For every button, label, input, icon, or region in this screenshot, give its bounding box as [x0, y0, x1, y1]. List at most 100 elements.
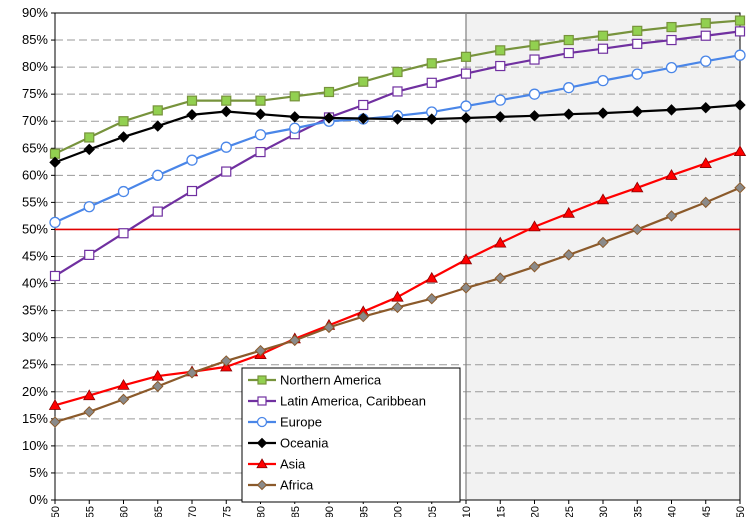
data-point-africa: [665, 210, 678, 222]
x-tick-label: 15: [495, 506, 507, 517]
data-point-africa: [83, 406, 95, 418]
data-point-europe: [83, 201, 95, 213]
data-point-latin-america-caribbean: [495, 60, 506, 72]
data-point-europe: [494, 94, 506, 106]
data-point-northern-america: [495, 45, 506, 56]
data-point-latin-america-caribbean: [529, 54, 540, 65]
data-point-latin-america-caribbean: [597, 43, 609, 54]
data-point-europe: [289, 122, 301, 134]
y-tick-label: 50%: [22, 221, 48, 236]
x-tick-label: 50: [50, 506, 62, 517]
data-point-africa: [494, 272, 506, 284]
data-point-asia: [562, 206, 575, 218]
data-point-oceania: [528, 110, 541, 122]
data-point-europe: [563, 82, 575, 94]
y-tick-label: 5%: [29, 465, 48, 480]
data-point-africa: [117, 393, 130, 406]
legend-label-africa: Africa: [280, 478, 314, 493]
series-latin-america-caribbean: [49, 26, 746, 282]
y-tick-label: 20%: [22, 384, 48, 399]
data-point-africa: [528, 261, 541, 273]
data-point-northern-america: [289, 91, 300, 102]
data-point-europe: [700, 55, 712, 67]
data-point-africa: [220, 355, 232, 367]
data-point-oceania: [83, 143, 95, 156]
data-point-europe: [186, 154, 198, 166]
x-tick-label: 10: [461, 506, 473, 517]
data-point-africa: [563, 249, 575, 261]
data-point-latin-america-caribbean: [221, 166, 232, 177]
x-tick-label: 85: [290, 506, 302, 517]
data-point-africa: [391, 301, 404, 314]
data-point-oceania: [700, 101, 712, 114]
y-tick-label: 10%: [22, 438, 48, 453]
data-point-asia: [391, 290, 404, 302]
data-point-asia: [459, 253, 473, 265]
data-point-africa: [323, 321, 335, 334]
data-point-latin-america-caribbean: [358, 99, 369, 111]
data-point-northern-america: [597, 30, 609, 41]
y-tick-label: 85%: [22, 32, 48, 47]
legend-label-oceania: Oceania: [280, 436, 329, 451]
data-point-latin-america-caribbean: [666, 34, 677, 46]
data-point-latin-america-caribbean: [632, 38, 643, 49]
legend-label-europe: Europe: [280, 415, 322, 430]
y-tick-label: 0%: [29, 492, 48, 507]
legend-marker-asia: [256, 458, 268, 469]
data-point-europe: [597, 74, 609, 87]
x-tick-label: 90: [324, 506, 336, 517]
x-tick-label: 55: [84, 506, 96, 517]
legend: Northern America Latin America, Caribbean…: [241, 367, 461, 503]
data-point-asia: [48, 398, 62, 410]
y-tick-label: 55%: [22, 194, 48, 209]
data-point-oceania: [665, 104, 678, 116]
data-point-asia: [528, 220, 541, 232]
data-point-northern-america: [392, 66, 403, 78]
x-tick-label: 45: [701, 506, 713, 517]
y-tick-label: 40%: [22, 276, 48, 291]
data-point-latin-america-caribbean: [152, 206, 163, 217]
y-tick-label: 25%: [22, 357, 48, 372]
data-point-africa: [426, 292, 438, 305]
data-point-europe: [152, 169, 164, 181]
data-point-oceania: [323, 112, 335, 124]
x-tick-label: 50: [735, 506, 747, 517]
series-europe: [49, 49, 746, 229]
data-point-northern-america: [426, 58, 437, 69]
data-point-europe: [734, 49, 746, 61]
data-point-northern-america: [152, 105, 163, 116]
data-point-africa: [49, 416, 61, 428]
x-tick-label: 80: [256, 506, 268, 517]
data-point-latin-america-caribbean: [700, 30, 711, 41]
data-point-asia: [151, 369, 164, 381]
data-point-asia: [425, 271, 438, 283]
data-point-africa: [186, 367, 198, 379]
y-tick-label: 90%: [22, 5, 48, 20]
series-africa: [49, 182, 746, 428]
data-point-northern-america: [700, 18, 711, 29]
data-point-asia: [733, 145, 747, 157]
y-tick-label: 30%: [22, 330, 48, 345]
data-point-latin-america-caribbean: [426, 77, 437, 88]
legend-label-northern-america: Northern America: [280, 373, 382, 388]
x-tick-label: 35: [632, 506, 644, 517]
data-point-asia: [83, 389, 96, 401]
x-tick-label: 30: [598, 506, 610, 517]
x-tick-label: 00: [393, 506, 405, 517]
data-point-asia: [631, 181, 644, 193]
y-tick-label: 75%: [22, 86, 48, 101]
data-point-latin-america-caribbean: [49, 270, 61, 282]
legend-marker-africa: [256, 479, 268, 491]
data-point-oceania: [494, 111, 506, 123]
data-point-oceania: [460, 112, 472, 124]
data-point-northern-america: [666, 21, 677, 33]
y-tick-label: 60%: [22, 167, 48, 182]
data-point-europe: [117, 185, 130, 198]
legend-box: [241, 367, 461, 503]
data-point-latin-america-caribbean: [460, 68, 472, 79]
data-point-oceania: [289, 111, 301, 123]
x-tick-label: 70: [187, 506, 199, 517]
data-point-latin-america-caribbean: [118, 228, 129, 239]
data-point-northern-america: [118, 116, 129, 127]
x-tick-label: 65: [153, 506, 165, 517]
